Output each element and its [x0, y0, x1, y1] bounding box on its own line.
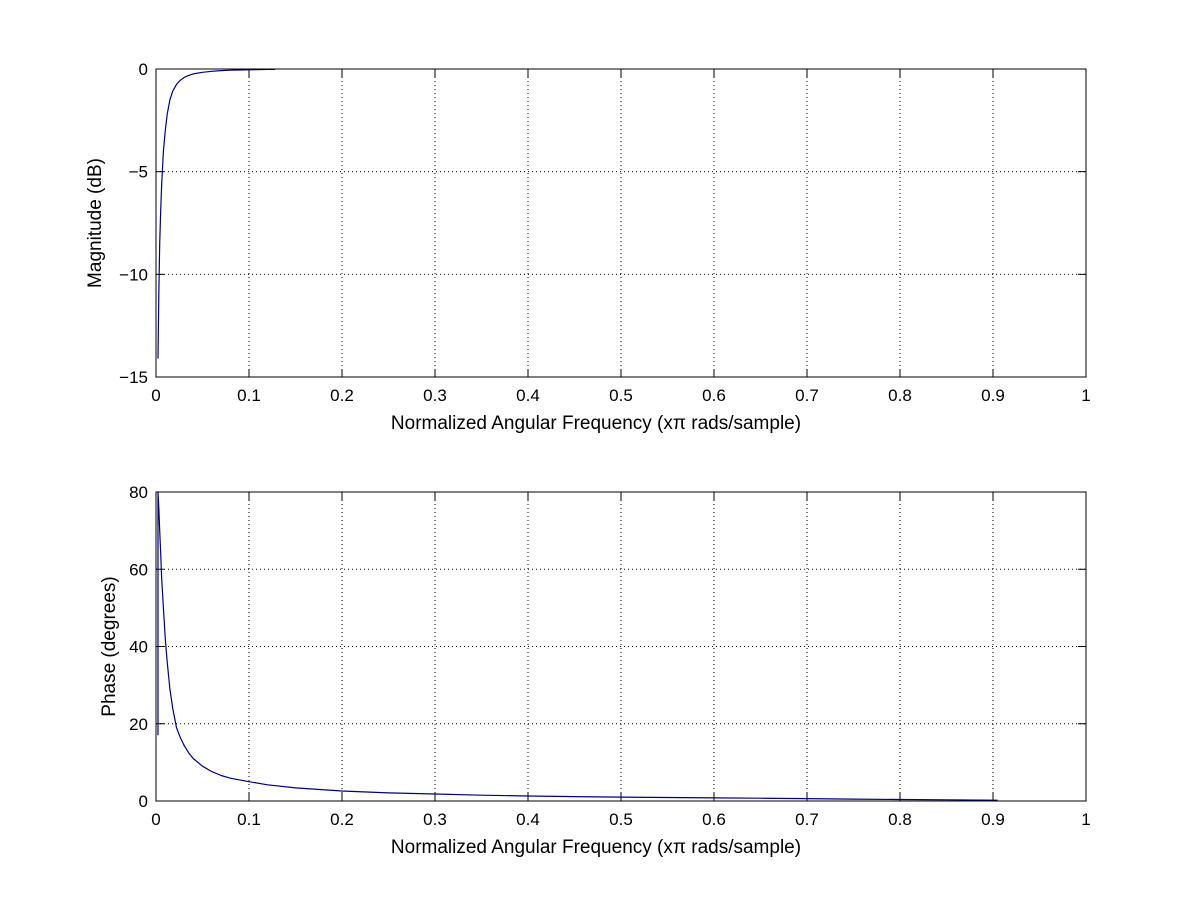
magnitude-y-tick-label: −10 — [119, 265, 148, 284]
magnitude-plot-area — [157, 68, 275, 359]
magnitude-x-tick-label: 0.8 — [888, 386, 912, 405]
magnitude-y-tick-labels: −15 −10 −5 0 — [119, 60, 148, 387]
phase-x-tick-label: 0.5 — [609, 810, 633, 829]
phase-x-tick-label: 0.2 — [330, 810, 354, 829]
phase-y-tick-label: 60 — [129, 560, 148, 579]
phase-x-axis-label: Normalized Angular Frequency (xπ rads/sa… — [391, 837, 801, 858]
magnitude-axes-box — [155, 68, 1087, 378]
phase-x-tick-label: 0.6 — [702, 810, 726, 829]
magnitude-plot: 0 0.1 0.2 0.3 0.4 0.5 0.6 0.7 0.8 0.9 1 −15 −10 −5 0 … — [85, 60, 1091, 434]
magnitude-y-tick-label: 0 — [139, 60, 148, 79]
phase-y-tick-label: 80 — [129, 483, 148, 502]
phase-x-tick-label: 0.1 — [237, 810, 261, 829]
magnitude-x-tick-label: 0.2 — [330, 386, 354, 405]
phase-x-tick-label: 0.3 — [423, 810, 447, 829]
magnitude-x-tick-label: 0.1 — [237, 386, 261, 405]
magnitude-grid — [156, 69, 1086, 377]
phase-y-tick-label: 40 — [129, 638, 148, 657]
phase-y-tick-labels: 0 20 40 60 80 — [129, 483, 148, 811]
magnitude-x-tick-labels: 0 0.1 0.2 0.3 0.4 0.5 0.6 0.7 0.8 0.9 1 — [151, 386, 1090, 405]
magnitude-y-tick-label: −15 — [119, 368, 148, 387]
magnitude-x-tick-label: 0 — [151, 386, 160, 405]
phase-y-axis-label: Phase (degrees) — [99, 576, 120, 716]
magnitude-response-line — [157, 68, 275, 359]
phase-plot: 0 0.1 0.2 0.3 0.4 0.5 0.6 0.7 0.8 0.9 1 020406080 … — [99, 483, 1091, 858]
phase-y-tick-label: 20 — [129, 715, 148, 734]
magnitude-x-tick-label: 0.9 — [981, 386, 1005, 405]
magnitude-x-tick-label: 0.5 — [609, 386, 633, 405]
magnitude-x-tick-label: 1 — [1081, 386, 1090, 405]
magnitude-x-tick-label: 0.4 — [516, 386, 540, 405]
magnitude-y-axis-label: Magnitude (dB) — [85, 158, 106, 288]
phase-x-tick-label: 0.8 — [888, 810, 912, 829]
magnitude-x-tick-label: 0.7 — [795, 386, 819, 405]
magnitude-x-tick-label: 0.3 — [423, 386, 447, 405]
phase-y-tick-label: 0 — [139, 792, 148, 811]
phase-axes-box — [155, 491, 1087, 802]
phase-x-tick-labels: 0 0.1 0.2 0.3 0.4 0.5 0.6 0.7 0.8 0.9 1 — [151, 810, 1090, 829]
phase-x-tick-label: 0.7 — [795, 810, 819, 829]
phase-grid — [156, 492, 1086, 801]
phase-plot-area — [157, 491, 998, 801]
phase-response-line — [157, 491, 998, 801]
magnitude-x-axis-label: Normalized Angular Frequency (xπ rads/sa… — [391, 413, 801, 434]
phase-x-tick-label: 1 — [1081, 810, 1090, 829]
magnitude-y-tick-label: −5 — [129, 163, 148, 182]
phase-x-tick-label: 0 — [151, 810, 160, 829]
magnitude-x-tick-label: 0.6 — [702, 386, 726, 405]
phase-x-tick-label: 0.9 — [981, 810, 1005, 829]
phase-x-tick-label: 0.4 — [516, 810, 540, 829]
